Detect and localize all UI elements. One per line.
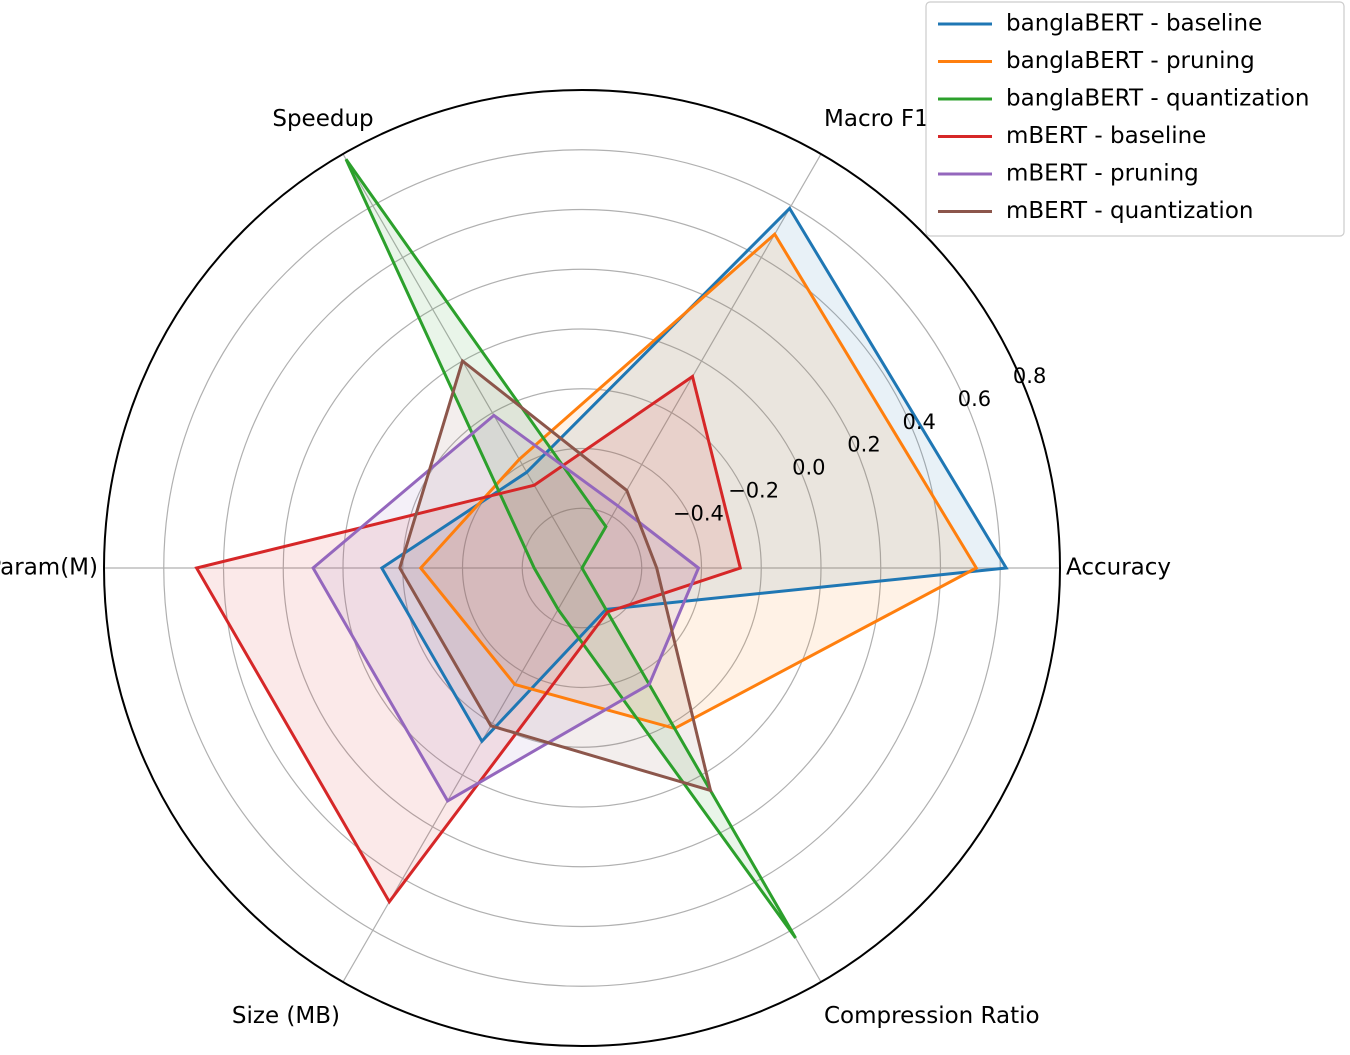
series-line-mbert-quantization	[398, 358, 713, 793]
r-tick-label: −0.2	[728, 478, 779, 502]
r-tick-label: 0.4	[903, 410, 936, 434]
polar-grid	[103, 89, 1061, 1047]
series-line-mbert-pruning	[311, 413, 701, 803]
series-line-banglabert-quantization	[344, 158, 797, 939]
axis-label: Speedup	[272, 106, 373, 132]
legend: banglaBERT - baseline banglaBERT - prunin…	[925, 1, 1345, 237]
legend-label: banglaBERT - pruning	[1006, 48, 1255, 74]
series-fill-banglabert-pruning	[420, 234, 977, 729]
grid-spoke	[581, 153, 822, 569]
series-fill-banglabert-baseline	[381, 208, 1007, 742]
r-tick-label: 0.2	[847, 433, 880, 457]
grid-spoke	[342, 567, 583, 983]
legend-label: mBERT - baseline	[1006, 123, 1206, 149]
legend-label: banglaBERT - baseline	[1006, 11, 1262, 37]
axis-label: Compression Ratio	[824, 1003, 1040, 1029]
legend-label: banglaBERT - quantization	[1006, 86, 1309, 112]
axis-label: Macro F1	[824, 106, 929, 132]
series-fill-mbert-baseline	[196, 376, 741, 902]
r-tick-label: −0.4	[673, 501, 724, 525]
series-layer	[194, 158, 1009, 939]
r-tick-label: 0.0	[792, 456, 825, 480]
axis-label: Size (MB)	[232, 1003, 340, 1029]
r-tick-label: 0.8	[1013, 364, 1046, 388]
legend-box	[925, 1, 1345, 237]
legend-label: mBERT - quantization	[1006, 198, 1253, 224]
axis-label: Accuracy	[1066, 555, 1171, 581]
legend-label: mBERT - pruning	[1006, 161, 1199, 187]
series-line-mbert-baseline	[194, 374, 743, 905]
r-tick-label: 0.6	[958, 387, 991, 411]
series-fill-mbert-pruning	[313, 415, 699, 801]
axis-labels: −0.4−0.2 0.0 0.2 0.4 0.6 0.8 Accuracy Macro F1 S…	[0, 106, 1171, 1029]
axis-label: #Param(M)	[0, 555, 98, 581]
outer-frame	[103, 89, 1061, 1047]
series-fill-mbert-quantization	[399, 361, 711, 791]
